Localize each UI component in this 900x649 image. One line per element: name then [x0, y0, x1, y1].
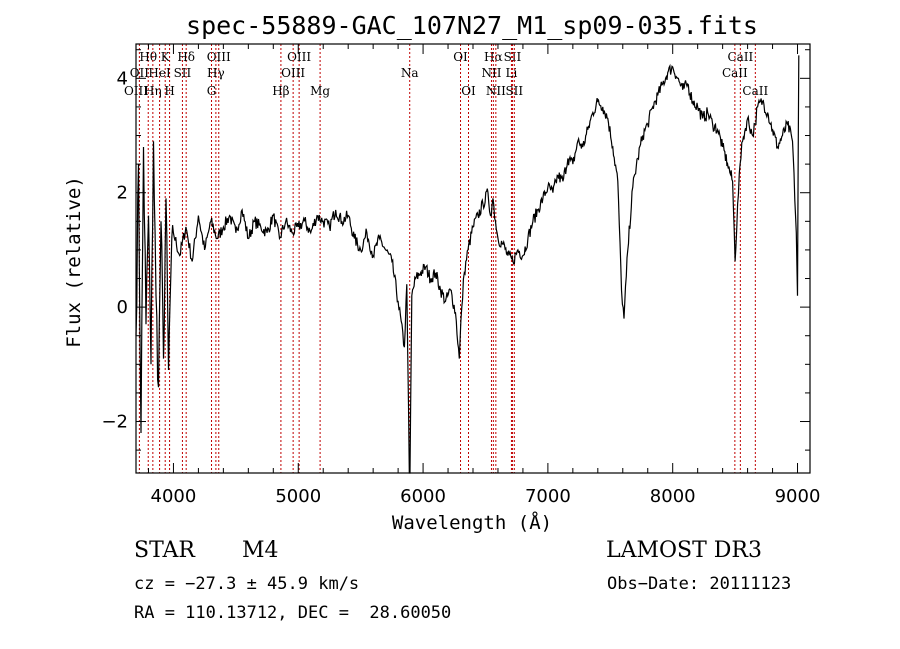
x-tick-label: 6000 — [400, 486, 446, 507]
object-type: STAR — [134, 538, 195, 563]
coordinates: RA = 110.13712, DEC = 28.60050 — [134, 603, 452, 623]
redshift-text: cz = −27.3 ± 45.9 km/s — [134, 574, 360, 594]
marker-label-25: CaII — [727, 50, 753, 64]
marker-label-5: HeI — [148, 66, 171, 80]
x-tick-label: 7000 — [525, 486, 571, 507]
y-axis-label: Flux (relative) — [63, 176, 85, 348]
marker-label-21: NII — [486, 84, 506, 98]
marker-label-4: K — [161, 50, 171, 64]
y-tick-label: 0 — [117, 297, 128, 318]
marker-label-12: OIII — [287, 50, 311, 64]
marker-label-9: OIII — [207, 50, 231, 64]
x-tick-label: 9000 — [775, 486, 821, 507]
marker-label-18: OI — [461, 84, 476, 98]
marker-label-15: Mg — [310, 84, 330, 98]
spectrum-line — [135, 55, 800, 474]
marker-label-0: Hθ — [139, 50, 157, 64]
marker-label-22: SII — [504, 50, 522, 64]
marker-label-16: Na — [401, 66, 419, 80]
marker-label-6: SII — [174, 66, 192, 80]
x-tick-label: 8000 — [650, 486, 696, 507]
marker-label-11: G — [207, 84, 217, 98]
marker-label-27: CaII — [742, 84, 768, 98]
marker-label-1: OII — [130, 66, 150, 80]
chart-title: spec-55889-GAC_107N27_M1_sp09-035.fits — [186, 11, 758, 40]
marker-label-13: OIII — [281, 66, 305, 80]
marker-label-24: SII — [505, 84, 523, 98]
marker-label-10: Hγ — [207, 66, 225, 80]
y-axis-ticks: −2 0 2 4 — [101, 49, 810, 451]
y-tick-label: −2 — [101, 412, 128, 433]
marker-label-19: Hα — [484, 50, 503, 64]
marker-label-3: Hη — [144, 84, 162, 98]
marker-label-8: Hδ — [177, 50, 195, 64]
obs-date: Obs−Date: 20111123 — [607, 574, 792, 594]
survey-name: LAMOST DR3 — [606, 538, 762, 563]
marker-label-26: CaII — [722, 66, 748, 80]
x-tick-label: 5000 — [275, 486, 321, 507]
marker-label-20: NII — [481, 66, 501, 80]
object-subclass: M4 — [242, 538, 279, 563]
y-tick-label: 2 — [117, 183, 128, 204]
marker-label-7: H — [164, 84, 174, 98]
y-tick-label: 4 — [117, 68, 128, 89]
marker-label-17: OI — [453, 50, 468, 64]
x-axis-label: Wavelength (Å) — [392, 511, 552, 534]
x-tick-label: 4000 — [151, 486, 197, 507]
x-axis-ticks: 4000 5000 6000 7000 8000 9000 — [147, 44, 821, 507]
plot-frame — [135, 43, 811, 474]
marker-label-14: Hβ — [272, 84, 289, 98]
marker-label-23: Li — [506, 66, 518, 80]
